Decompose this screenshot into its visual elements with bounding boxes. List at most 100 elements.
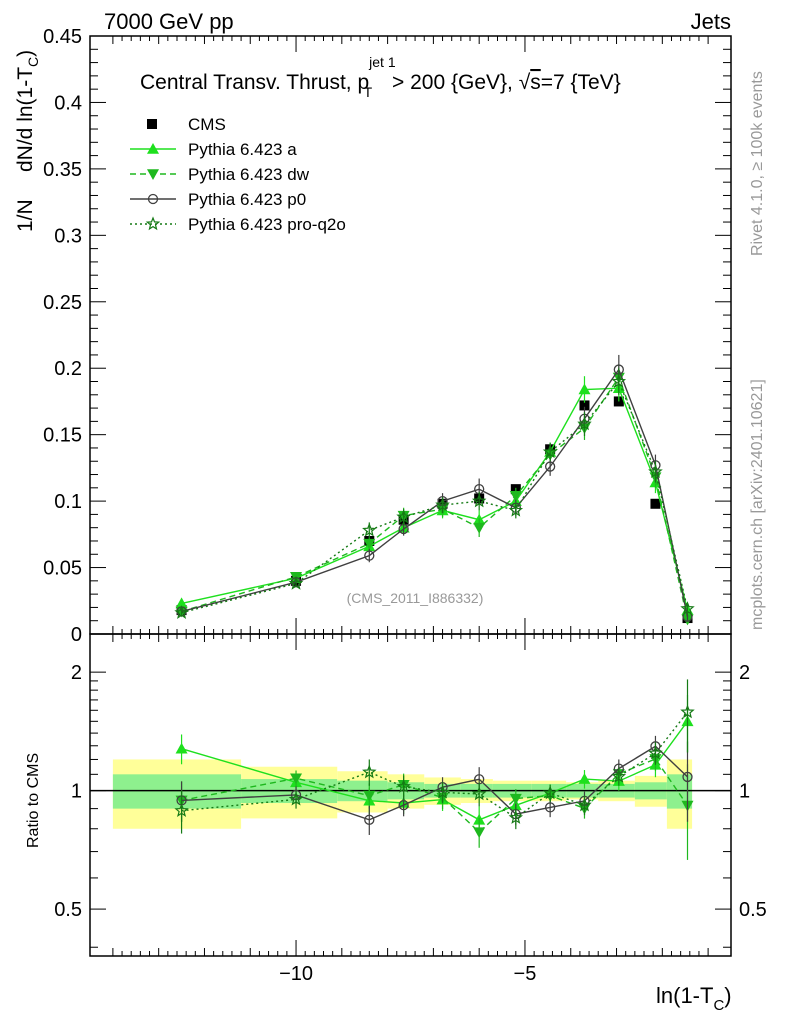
point-p0 bbox=[364, 550, 375, 561]
ratio-y-tick-label: 2 bbox=[71, 662, 82, 684]
legend-label-cms: CMS bbox=[188, 115, 226, 134]
ratio-y-tick-label-right: 0.5 bbox=[739, 899, 767, 921]
ratio-point-q2o bbox=[362, 764, 377, 779]
y-tick-label: 0.05 bbox=[43, 558, 82, 580]
series-line-a bbox=[181, 387, 689, 611]
point-a bbox=[578, 383, 591, 395]
legend-label-a: Pythia 6.423 a bbox=[188, 140, 297, 159]
y-axis-label-main: 1/N dN/d ln(1-TC) bbox=[14, 50, 41, 232]
legend-marker-a bbox=[147, 143, 159, 154]
y-axis-label-ratio: Ratio to CMS bbox=[25, 753, 42, 848]
ratio-line-p0 bbox=[181, 745, 688, 821]
energy-label: 7000 GeV pp bbox=[104, 9, 234, 34]
ratio-point-dw bbox=[473, 827, 486, 839]
legend-marker-cms bbox=[147, 119, 157, 129]
legend-label-dw: Pythia 6.423 dw bbox=[188, 165, 310, 184]
point-q2o bbox=[542, 444, 558, 459]
x-axis-label: ln(1-TC) bbox=[656, 983, 732, 1014]
point-q2o bbox=[680, 601, 695, 615]
y-tick-label: 0.1 bbox=[54, 491, 82, 513]
y-tick-label: 0.15 bbox=[43, 425, 82, 447]
plot-frames bbox=[89, 35, 732, 957]
y-tick-label: 0.3 bbox=[54, 225, 82, 247]
point-dw bbox=[363, 538, 376, 550]
legend-label-q2o: Pythia 6.423 pro-q2o bbox=[188, 215, 346, 234]
ratio-line-a bbox=[181, 720, 689, 821]
rivet-version-label: Rivet 4.1.0, ≥ 100k events bbox=[749, 71, 766, 256]
series-line-q2o bbox=[181, 380, 689, 614]
ratio-series-layer bbox=[174, 679, 695, 860]
ratio-point-q2o bbox=[508, 810, 524, 824]
main-series-layer bbox=[174, 354, 695, 626]
x-tick-label: −10 bbox=[279, 963, 313, 985]
point-q2o bbox=[174, 605, 189, 619]
point-q2o bbox=[435, 497, 450, 512]
main-frame bbox=[89, 35, 732, 635]
point-q2o bbox=[508, 502, 524, 517]
ratio-point-p0 bbox=[364, 814, 375, 825]
legend: CMS Pythia 6.423 a Pythia 6.423 dw Pythia 6… bbox=[130, 115, 346, 234]
ratio-point-p0 bbox=[682, 771, 693, 783]
point-q2o bbox=[396, 509, 411, 524]
ratio-point-q2o bbox=[174, 803, 189, 817]
legend-label-p0: Pythia 6.423 p0 bbox=[188, 190, 306, 209]
cms-point bbox=[579, 400, 590, 411]
y-tick-label: 0.35 bbox=[43, 159, 82, 181]
mcplots-label: mcplots.cern.ch [arXiv:2401.10621] bbox=[749, 379, 766, 630]
band-inner bbox=[112, 774, 242, 809]
legend-marker-q2o bbox=[145, 216, 161, 231]
point-q2o bbox=[471, 493, 487, 508]
ratio-y-tick-label: 1 bbox=[71, 781, 82, 803]
ratio-y-tick-label: 0.5 bbox=[54, 899, 82, 921]
reference-uncertainty-bands bbox=[90, 759, 731, 829]
y-tick-label: 0.2 bbox=[54, 358, 82, 380]
ratio-point-q2o bbox=[648, 745, 663, 760]
legend-marker-dw bbox=[147, 169, 159, 180]
ratio-point-a bbox=[578, 773, 591, 784]
axis-ticks: −10 −5 0 0.05 0.1 0.15 0.2 0.25 0.3 0.35 0.4 0.45 0.… bbox=[43, 26, 767, 985]
ratio-point-q2o bbox=[611, 768, 627, 783]
ratio-point-q2o bbox=[680, 704, 695, 719]
point-a bbox=[175, 597, 188, 609]
x-tick-label: −5 bbox=[514, 963, 537, 985]
ratio-point-q2o bbox=[435, 784, 450, 799]
ratio-point-dw bbox=[363, 790, 376, 802]
ratio-y-tick-label-right: 1 bbox=[739, 781, 750, 803]
point-dw bbox=[473, 522, 486, 534]
ratio-line-dw bbox=[181, 758, 689, 834]
cms-point bbox=[650, 498, 661, 509]
point-dw bbox=[509, 490, 522, 502]
ratio-point-q2o bbox=[288, 791, 304, 806]
y-tick-label: 0.45 bbox=[43, 26, 82, 48]
y-tick-label: 0 bbox=[71, 624, 82, 646]
process-label: Jets bbox=[691, 9, 731, 34]
ratio-point-p0 bbox=[398, 799, 409, 811]
ratio-frame bbox=[89, 633, 732, 957]
y-tick-label: 0.25 bbox=[43, 292, 82, 314]
point-q2o bbox=[577, 416, 592, 431]
point-q2o bbox=[362, 522, 377, 537]
ratio-point-dw bbox=[290, 773, 303, 785]
legend-marker-p0 bbox=[147, 193, 159, 205]
ratio-line-q2o bbox=[181, 711, 689, 819]
ratio-point-dw bbox=[509, 793, 522, 805]
y-tick-label: 0.4 bbox=[54, 92, 82, 114]
point-q2o bbox=[288, 575, 304, 590]
ratio-point-a bbox=[175, 742, 188, 754]
series-line-dw bbox=[181, 375, 689, 620]
point-p0 bbox=[544, 461, 556, 472]
analysis-id-label: (CMS_2011_I886332) bbox=[347, 590, 484, 606]
ratio-point-q2o bbox=[396, 779, 411, 793]
ratio-point-p0 bbox=[544, 802, 556, 813]
point-q2o bbox=[648, 464, 663, 479]
ratio-point-q2o bbox=[471, 786, 487, 801]
ratio-point-q2o bbox=[577, 797, 592, 812]
ratio-y-tick-label-right: 2 bbox=[739, 662, 750, 684]
point-q2o bbox=[611, 373, 627, 388]
svg-text:1/N: 1/N bbox=[14, 199, 37, 232]
svg-text:dN/d ln(1-TC): dN/d ln(1-TC) bbox=[14, 50, 41, 172]
ratio-point-q2o bbox=[542, 785, 558, 800]
series-line-p0 bbox=[181, 368, 689, 617]
